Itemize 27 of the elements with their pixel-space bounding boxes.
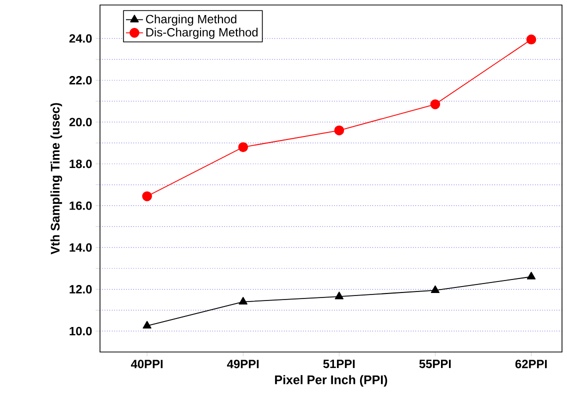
point [526,34,536,44]
point [430,285,440,294]
y-tick-label: 18.0 [70,160,92,168]
point [334,292,344,300]
point [238,142,248,152]
x-tick-label: 51PPI [323,360,355,368]
point [526,272,536,280]
y-tick-label: 12.0 [70,285,92,294]
point [142,191,152,202]
y-tick-label: 10.0 [70,326,92,336]
y-tick-label: 24.0 [69,34,92,43]
y-tick-label: 14.0 [70,243,92,252]
x-axis-title: Pixel Per Inch (PPI) [275,375,388,387]
legend-label: Charging Method [146,14,236,26]
y-tick-label: 22.0 [69,76,92,84]
y-tick-label: 20.0 [69,118,92,126]
x-tick-label: 62PPI [515,360,547,368]
x-tick-label: 55PPI [419,360,451,368]
y-tick-label: 16.0 [70,201,92,210]
point [334,125,344,136]
y-axis-title: Vth Sampling Time (usec) [50,103,62,254]
point [142,320,152,329]
point [430,99,440,110]
x-tick-label: 49PPI [227,360,259,368]
legend-label: Dis-Charging Method [146,28,258,39]
point [238,296,248,305]
x-tick-label: 40PPI [130,360,163,368]
